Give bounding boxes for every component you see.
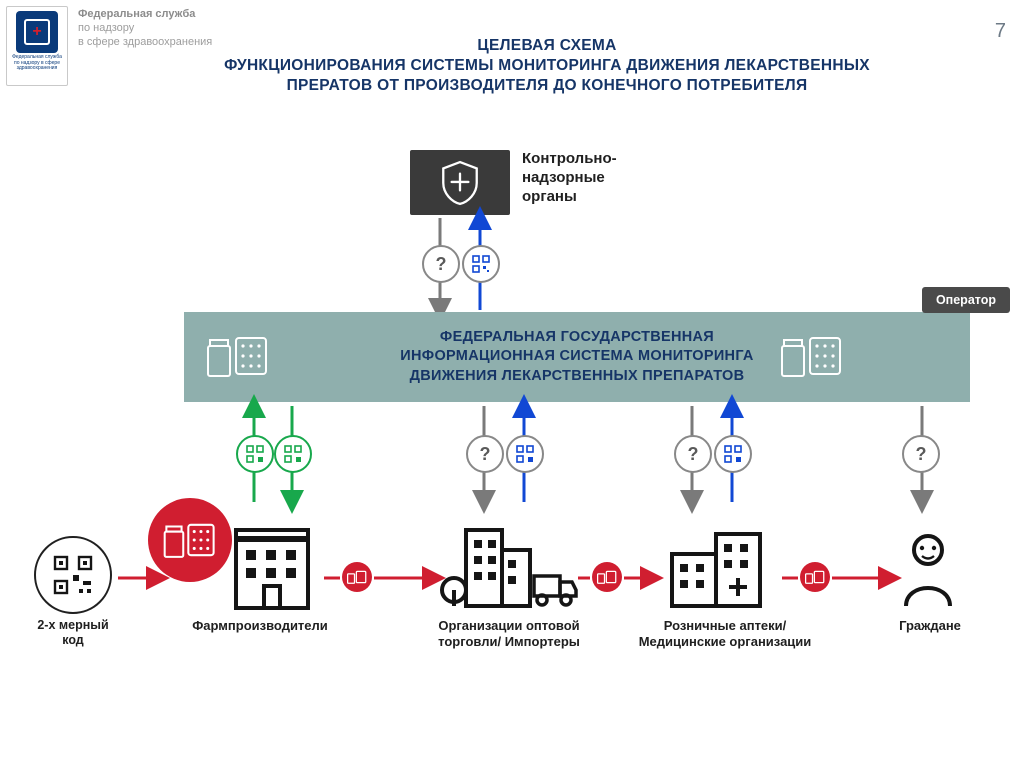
question-circle: ? — [422, 245, 460, 283]
flow-arrow — [576, 566, 658, 590]
warehouse-icon — [438, 520, 578, 612]
pharmacy-icon — [656, 520, 776, 612]
oversight-l3: органы — [522, 188, 617, 207]
qr-label: 2-х мерныйкод — [30, 618, 116, 648]
qr-circle-icon — [462, 245, 500, 283]
question-circle: ? — [674, 435, 712, 473]
title-line3: ПРЕРАТОВ ОТ ПРОИЗВОДИТЕЛЯ ДО КОНЕЧНОГО П… — [130, 76, 964, 96]
page-title: ЦЕЛЕВАЯ СХЕМА ФУНКЦИОНИРОВАНИЯ СИСТЕМЫ М… — [130, 36, 964, 96]
oversight-l1: Контрольно- — [522, 150, 617, 169]
shield-icon — [439, 160, 481, 206]
title-line2: ФУНКЦИОНИРОВАНИЯ СИСТЕМЫ МОНИТОРИНГА ДВИ… — [130, 56, 964, 76]
question-circle: ? — [466, 435, 504, 473]
question-circle: ? — [902, 435, 940, 473]
factory-icon — [222, 526, 322, 610]
page-number: 7 — [995, 20, 1006, 43]
oversight-l2: надзорные — [522, 169, 617, 188]
agency-logo: + Федеральная служба по надзору в сфере … — [6, 6, 68, 86]
emblem-icon: + — [16, 11, 58, 53]
qr-code-icon — [34, 536, 112, 614]
citizen-label: Граждане — [880, 618, 980, 634]
qr-circle-icon — [714, 435, 752, 473]
oversight-label: Контрольно- надзорные органы — [522, 150, 617, 206]
meds-icon — [780, 332, 844, 380]
flow-arrow — [780, 566, 896, 590]
wholesale-label: Организации оптовойторговли/ Импортеры — [424, 618, 594, 651]
manufacturer-label: Фармпроизводители — [160, 618, 360, 634]
fgis-title: ФЕДЕРАЛЬНАЯ ГОСУДАРСТВЕННАЯ ИНФОРМАЦИОНН… — [400, 328, 753, 387]
fgis-bar: ФЕДЕРАЛЬНАЯ ГОСУДАРСТВЕННАЯ ИНФОРМАЦИОНН… — [184, 312, 970, 402]
qr-circle-icon — [236, 435, 274, 473]
agency-line1: Федеральная служба — [78, 8, 212, 22]
person-icon — [896, 530, 960, 610]
retail-label: Розничные аптеки/Медицинские организации — [630, 618, 820, 651]
slide: + Федеральная служба по надзору в сфере … — [0, 0, 1024, 767]
oversight-box — [410, 150, 510, 215]
meds-icon — [206, 332, 270, 380]
agency-line2: по надзору — [78, 22, 212, 36]
flow-arrow — [116, 566, 164, 590]
title-line1: ЦЕЛЕВАЯ СХЕМА — [130, 36, 964, 56]
operator-tab: Оператор — [922, 287, 1010, 313]
flow-arrow — [322, 566, 440, 590]
qr-circle-icon — [506, 435, 544, 473]
logo-caption: Федеральная служба по надзору в сфере зд… — [7, 55, 67, 72]
qr-circle-icon — [274, 435, 312, 473]
